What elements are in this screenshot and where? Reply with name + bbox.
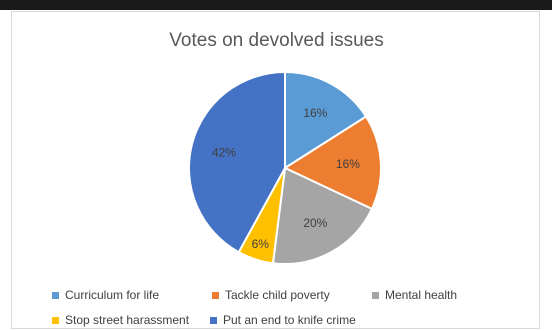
slice-mental-health (271, 166, 374, 265)
slice-knife-crime (188, 70, 286, 254)
slice-child-poverty (282, 115, 382, 211)
legend-item-mental-health: Mental health (372, 288, 457, 302)
legend-item-curriculum: Curriculum for life (52, 288, 159, 302)
legend-swatch (52, 316, 59, 324)
legend-item-street-harassment: Stop street harassment (52, 313, 189, 327)
legend-swatch (212, 291, 219, 299)
data-label: 42% (212, 145, 236, 159)
slice-curriculum (284, 70, 368, 170)
chart-area: Votes on devolved issues 16% 16% 20% 6% 42% … (11, 11, 540, 329)
legend-item-knife-crime: Put an end to knife crime (210, 313, 356, 327)
data-label: 16% (336, 157, 360, 171)
legend-swatch (52, 291, 59, 299)
data-label: 6% (252, 237, 270, 251)
legend-swatch (372, 291, 379, 299)
legend-item-child-poverty: Tackle child poverty (212, 288, 330, 302)
top-dark-strip (0, 0, 552, 10)
pie-chart: 16% 16% 20% 6% 42% (188, 70, 382, 265)
data-label: 20% (303, 216, 327, 230)
data-label: 16% (303, 106, 327, 120)
chart-title: Votes on devolved issues (169, 30, 384, 51)
legend-label: Tackle child poverty (225, 288, 330, 302)
legend-label: Mental health (385, 288, 458, 302)
legend-swatch (210, 316, 217, 324)
legend-label: Put an end to knife crime (223, 313, 356, 327)
legend-label: Curriculum for life (65, 288, 160, 302)
legend-label: Stop street harassment (65, 313, 190, 327)
